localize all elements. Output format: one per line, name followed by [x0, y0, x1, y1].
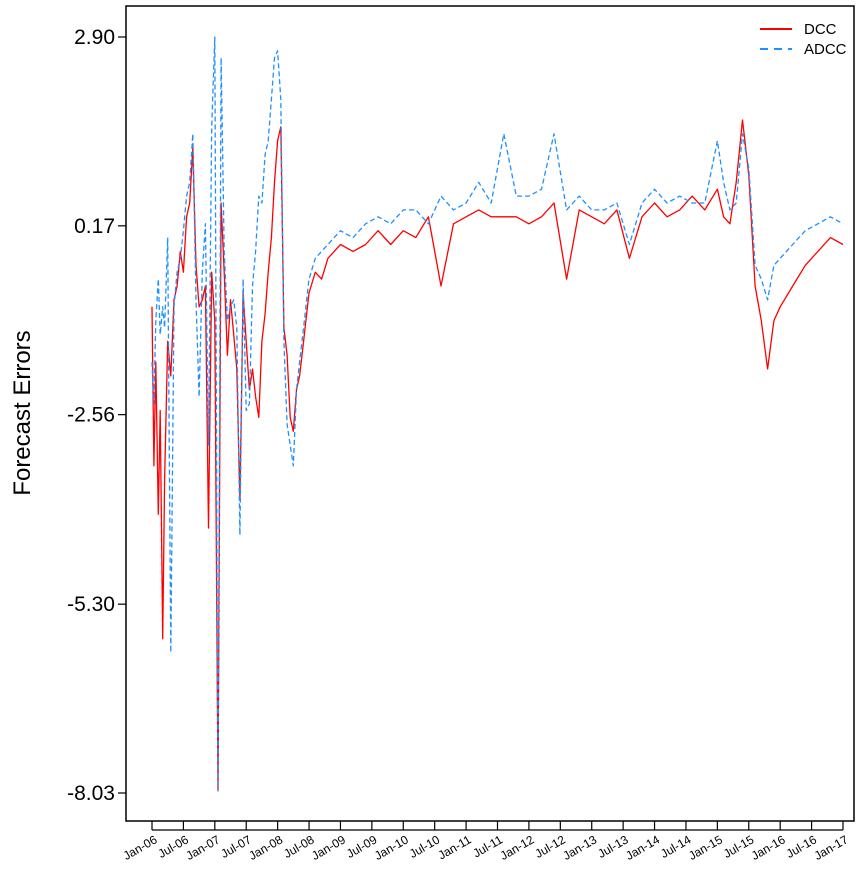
- x-tick-label: Jul-10: [407, 832, 443, 861]
- y-tick-label: -2.56: [67, 404, 115, 427]
- y-tick-label: 2.90: [74, 26, 115, 49]
- series-line-dcc: [151, 119, 844, 792]
- x-tick-label: Jan-17: [812, 832, 851, 863]
- x-axis: Jan-06Jul-06Jan-07Jul-07Jan-08Jul-08Jan-…: [121, 821, 851, 863]
- x-tick-label: Jan-08: [246, 832, 285, 863]
- x-tick-label: Jan-06: [121, 832, 160, 863]
- plot-box: [125, 5, 855, 822]
- y-axis: 2.90 0.17 -2.56 -5.30 -8.03: [67, 26, 126, 805]
- y-axis-label: Forecast Errors: [9, 330, 36, 495]
- x-tick-label: Jan-16: [749, 832, 788, 863]
- x-tick-label: Jan-12: [498, 832, 537, 863]
- y-tick-label: 0.17: [74, 215, 115, 238]
- legend: DCC ADCC: [760, 21, 847, 58]
- x-tick-label: Jan-10: [372, 832, 411, 863]
- y-tick-label: -8.03: [67, 782, 115, 805]
- plot-frame: [125, 5, 855, 822]
- x-tick-label: Jan-15: [686, 832, 725, 863]
- legend-label-adcc: ADCC: [804, 41, 847, 58]
- y-tick-label: -5.30: [67, 593, 115, 616]
- x-tick-label: Jan-09: [309, 832, 348, 863]
- x-tick-label: Jan-11: [436, 832, 474, 862]
- x-tick-label: Jan-14: [623, 832, 662, 863]
- legend-label-dcc: DCC: [804, 21, 837, 38]
- series-line-adcc: [151, 36, 844, 792]
- x-tick-label: Jan-13: [560, 832, 599, 863]
- series-layer: [151, 36, 844, 792]
- x-tick-label: Jan-07: [184, 832, 223, 863]
